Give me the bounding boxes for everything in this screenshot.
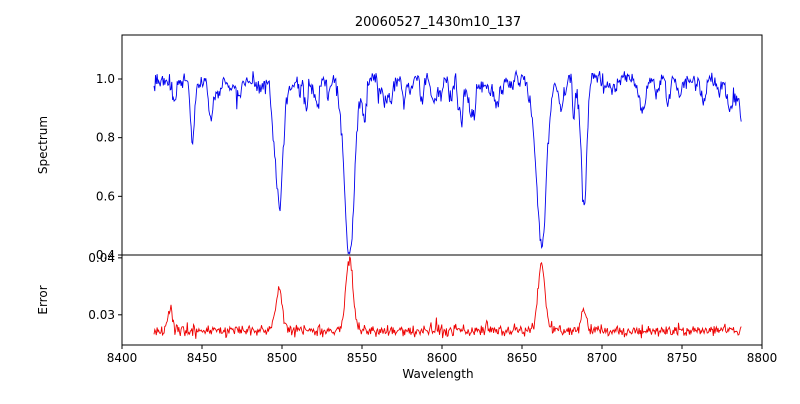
x-tick-label: 8400 — [107, 351, 138, 365]
chart-title: 20060527_1430m10_137 — [355, 15, 521, 30]
x-tick-label: 8750 — [667, 351, 698, 365]
spectrum-line — [153, 69, 742, 255]
y-tick-label: 1.0 — [96, 72, 115, 86]
panel-frame — [121, 34, 763, 256]
error-line — [153, 256, 742, 339]
data-series — [153, 69, 742, 339]
x-tick-label: 8450 — [187, 351, 218, 365]
axis-ticks: 8400 8450 8500 8550 8600 8650 8700 8750 88000.40… — [88, 72, 777, 365]
y-tick-label: 0.03 — [88, 308, 115, 322]
x-tick-label: 8700 — [587, 351, 618, 365]
x-tick-label: 8600 — [427, 351, 458, 365]
error-axis-label: Error — [36, 285, 50, 314]
spectrum-axis-label: Spectrum — [36, 116, 50, 174]
y-tick-label: 0.6 — [96, 189, 115, 203]
x-tick-label: 8800 — [747, 351, 778, 365]
y-tick-label: 0.8 — [96, 131, 115, 145]
x-tick-label: 8500 — [267, 351, 298, 365]
x-tick-label: 8550 — [347, 351, 378, 365]
axes-frames — [121, 34, 763, 346]
x-axis-label: Wavelength — [402, 367, 473, 381]
x-tick-label: 8650 — [507, 351, 538, 365]
y-tick-label: 0.4 — [96, 248, 115, 262]
y-tick-label: 0.04 — [88, 251, 115, 265]
